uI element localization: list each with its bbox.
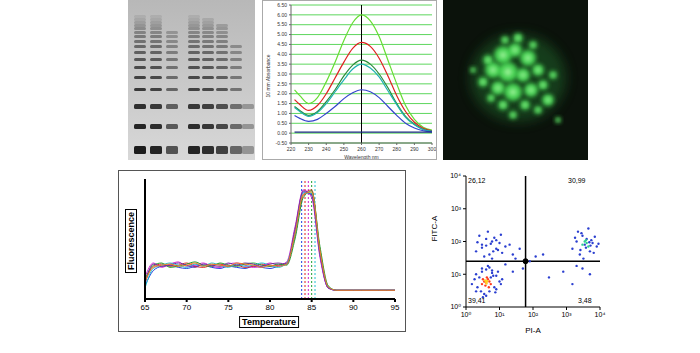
- svg-text:10¹: 10¹: [451, 271, 462, 278]
- svg-text:2.50: 2.50: [277, 81, 287, 87]
- svg-text:4.50: 4.50: [277, 41, 287, 47]
- html-text:39,41: 39,41: [468, 297, 486, 304]
- svg-text:260: 260: [357, 146, 366, 152]
- svg-text:95: 95: [391, 303, 400, 312]
- svg-text:65: 65: [141, 303, 150, 312]
- svg-text:2.00: 2.00: [277, 90, 287, 96]
- svg-text:10²: 10²: [528, 311, 539, 318]
- svg-text:1.50: 1.50: [277, 100, 287, 106]
- svg-text:10⁴: 10⁴: [450, 172, 461, 179]
- svg-text:85: 85: [307, 303, 316, 312]
- svg-text:PI-A: PI-A: [525, 326, 541, 335]
- svg-text:90: 90: [349, 303, 358, 312]
- svg-text:5.00: 5.00: [277, 31, 287, 37]
- svg-text:10³: 10³: [561, 311, 572, 318]
- html-text:Temperature: Temperature: [242, 317, 296, 327]
- svg-text:240: 240: [322, 146, 331, 152]
- svg-text:290: 290: [410, 146, 419, 152]
- svg-text:3.00: 3.00: [277, 71, 287, 77]
- svg-text:230: 230: [304, 146, 313, 152]
- html-text:10 mm Absorbance: 10 mm Absorbance: [265, 54, 271, 98]
- svg-text:10²: 10²: [451, 238, 462, 245]
- svg-text:Wavelength nm: Wavelength nm: [344, 154, 379, 159]
- svg-text:6.00: 6.00: [277, 12, 287, 18]
- svg-text:0.50: 0.50: [277, 120, 287, 126]
- svg-text:-0.50: -0.50: [276, 140, 288, 146]
- html-text:3,48: 3,48: [578, 297, 592, 304]
- svg-text:80: 80: [266, 303, 275, 312]
- svg-text:0.00: 0.00: [277, 130, 287, 136]
- html-text:30,99: 30,99: [568, 177, 586, 184]
- svg-text:280: 280: [393, 146, 402, 152]
- svg-text:250: 250: [340, 146, 349, 152]
- svg-text:10¹: 10¹: [494, 311, 505, 318]
- svg-text:10⁰: 10⁰: [450, 303, 461, 310]
- svg-text:270: 270: [375, 146, 384, 152]
- svg-text:10⁰: 10⁰: [461, 311, 472, 318]
- svg-text:75: 75: [224, 303, 233, 312]
- svg-text:220: 220: [287, 146, 296, 152]
- html-text:Fluorescence: Fluorescence: [126, 212, 136, 270]
- svg-text:4.00: 4.00: [277, 51, 287, 57]
- svg-text:300: 300: [428, 146, 436, 152]
- svg-text:1.00: 1.00: [277, 110, 287, 116]
- svg-text:FITC-A: FITC-A: [430, 215, 439, 241]
- html-text:26,12: 26,12: [468, 177, 486, 184]
- svg-text:70: 70: [182, 303, 191, 312]
- svg-text:10⁴: 10⁴: [595, 311, 606, 318]
- svg-text:3.50: 3.50: [277, 61, 287, 67]
- svg-text:10³: 10³: [451, 205, 462, 212]
- svg-text:6.50: 6.50: [277, 2, 287, 8]
- svg-text:5.50: 5.50: [277, 21, 287, 27]
